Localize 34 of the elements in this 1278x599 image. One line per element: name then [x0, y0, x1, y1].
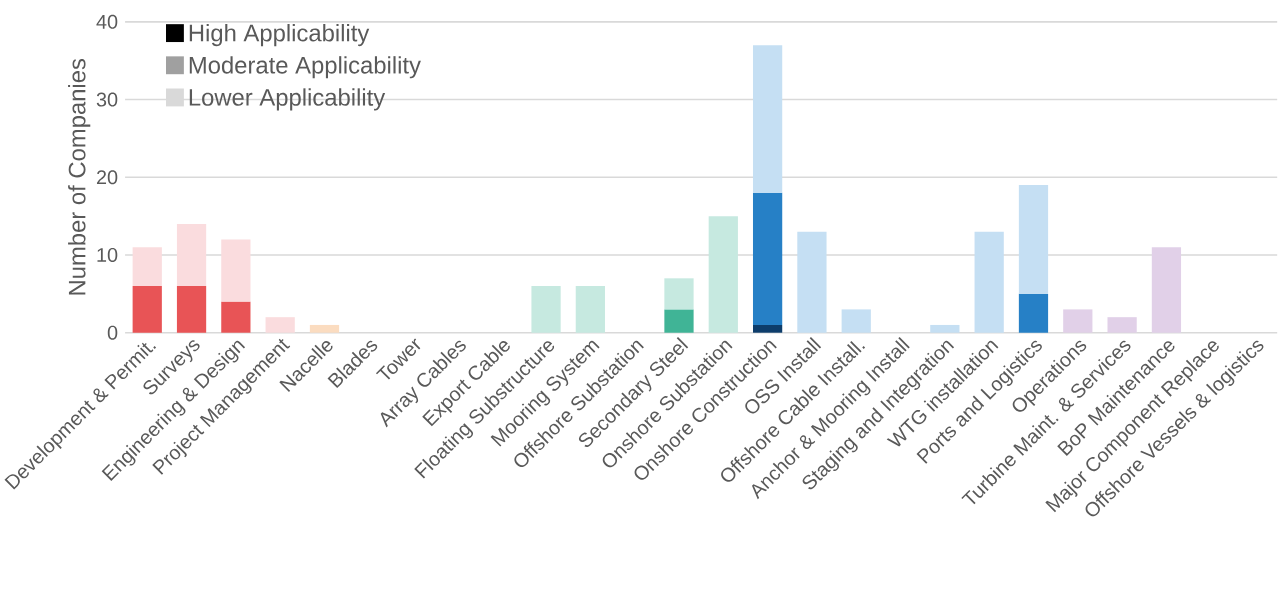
bar	[797, 231, 827, 333]
bar	[974, 231, 1004, 333]
y-tick-label: 30	[96, 92, 118, 107]
bar	[1018, 185, 1049, 294]
bar	[1018, 293, 1049, 333]
bar	[752, 324, 783, 333]
bar	[752, 45, 783, 193]
bar	[176, 286, 207, 333]
bar	[132, 247, 162, 287]
y-tick-label: 10	[97, 248, 118, 263]
bar	[708, 216, 738, 333]
bar	[1107, 317, 1137, 333]
bar	[309, 324, 340, 333]
y-tick-label: 20	[96, 170, 118, 185]
bar	[132, 286, 162, 333]
annotation: High Applicability	[189, 24, 370, 47]
y-tick-label: 40	[96, 14, 118, 29]
bar	[575, 286, 605, 333]
bar	[221, 301, 251, 333]
bar	[752, 192, 783, 325]
bar	[176, 223, 207, 287]
bar	[930, 324, 960, 333]
annotation: Lower Applicability	[189, 88, 386, 111]
y-axis-title: Number of Companies	[68, 59, 91, 295]
bar	[265, 317, 295, 333]
bar	[1063, 309, 1093, 333]
y-tick-label: 0	[107, 325, 118, 340]
bar	[664, 278, 694, 310]
bar	[531, 286, 561, 333]
bar	[221, 239, 251, 302]
bar	[1151, 247, 1182, 333]
bar	[664, 309, 694, 333]
bar	[841, 309, 871, 333]
annotation: Moderate Applicability	[189, 56, 421, 79]
